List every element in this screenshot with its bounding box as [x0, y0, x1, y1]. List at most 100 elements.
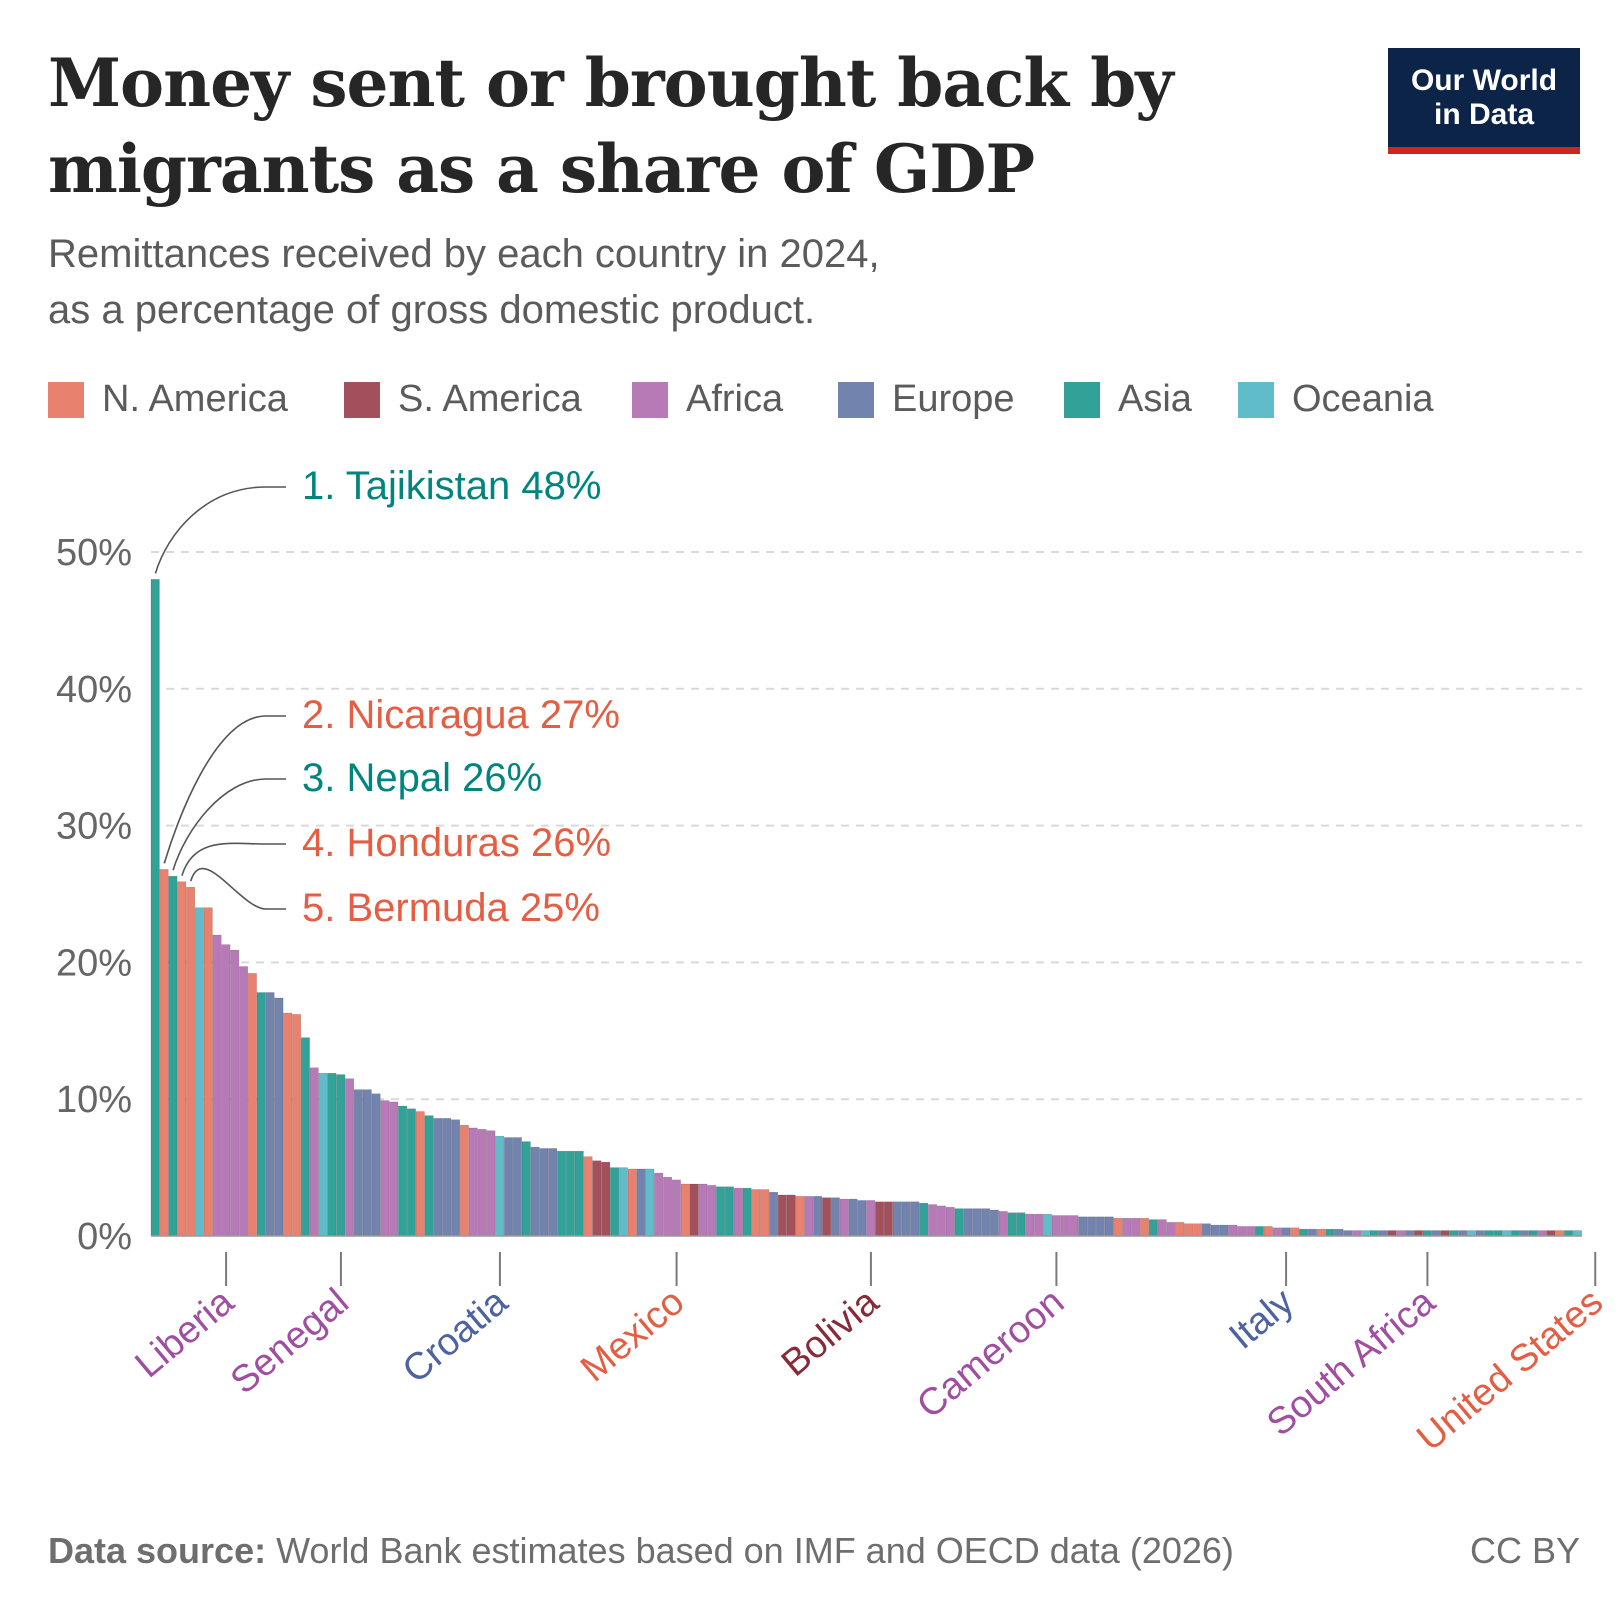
bar[interactable] [857, 1200, 867, 1237]
bar[interactable] [610, 1167, 620, 1237]
bar[interactable] [221, 944, 231, 1237]
license-link[interactable]: CC BY [1469, 1530, 1580, 1571]
bar[interactable] [512, 1137, 522, 1237]
bar[interactable] [1131, 1217, 1141, 1237]
bar[interactable] [1422, 1230, 1432, 1237]
bar[interactable] [398, 1105, 408, 1237]
bar[interactable] [583, 1156, 593, 1237]
bar[interactable] [433, 1118, 443, 1237]
bar[interactable] [345, 1078, 355, 1237]
bar[interactable] [760, 1189, 770, 1237]
bar[interactable] [1122, 1217, 1132, 1237]
bar[interactable] [1228, 1224, 1238, 1237]
bar[interactable] [1272, 1227, 1282, 1237]
bar[interactable] [194, 907, 204, 1237]
bar[interactable] [1555, 1230, 1565, 1237]
bar[interactable] [989, 1209, 999, 1237]
bar[interactable] [963, 1208, 973, 1237]
bar[interactable] [1263, 1226, 1273, 1237]
bar[interactable] [1219, 1224, 1229, 1237]
owid-logo[interactable]: Our World in Data [1388, 48, 1580, 154]
bar[interactable] [1449, 1230, 1459, 1237]
bar[interactable] [1546, 1230, 1556, 1237]
bar[interactable] [1572, 1230, 1582, 1237]
bar[interactable] [936, 1205, 946, 1237]
bar[interactable] [901, 1201, 911, 1237]
bar[interactable] [680, 1183, 690, 1237]
bar[interactable] [1060, 1215, 1070, 1237]
bar[interactable] [230, 949, 240, 1237]
bar[interactable] [530, 1146, 540, 1237]
bar[interactable] [1334, 1228, 1344, 1237]
bar[interactable] [698, 1183, 708, 1237]
bar[interactable] [247, 973, 257, 1237]
bar[interactable] [283, 1012, 293, 1237]
bar[interactable] [521, 1141, 531, 1237]
bar[interactable] [309, 1067, 319, 1237]
bar[interactable] [389, 1101, 399, 1237]
bar[interactable] [292, 1014, 302, 1237]
bar[interactable] [1201, 1223, 1211, 1237]
bar[interactable] [1113, 1217, 1123, 1237]
bar[interactable] [186, 886, 196, 1237]
bar[interactable] [645, 1168, 655, 1237]
bar[interactable] [1078, 1216, 1088, 1237]
bar[interactable] [1519, 1230, 1529, 1237]
bar[interactable] [1051, 1215, 1061, 1237]
bar[interactable] [1440, 1230, 1450, 1237]
bar[interactable] [1369, 1230, 1379, 1237]
bar[interactable] [928, 1204, 938, 1237]
bar[interactable] [618, 1167, 628, 1237]
bar[interactable] [239, 966, 249, 1237]
bar[interactable] [998, 1211, 1008, 1237]
bar[interactable] [601, 1161, 611, 1237]
bar[interactable] [830, 1197, 840, 1237]
bar[interactable] [671, 1179, 681, 1237]
bar[interactable] [336, 1074, 346, 1237]
bar[interactable] [751, 1189, 761, 1237]
bar[interactable] [1307, 1228, 1317, 1237]
bar[interactable] [654, 1172, 664, 1237]
bar[interactable] [663, 1176, 673, 1237]
bar[interactable] [1246, 1226, 1256, 1237]
bar[interactable] [848, 1198, 858, 1237]
bar[interactable] [265, 992, 275, 1237]
bar[interactable] [1157, 1219, 1167, 1237]
bar[interactable] [972, 1208, 982, 1237]
bar[interactable] [1184, 1223, 1194, 1237]
bar[interactable] [565, 1150, 575, 1237]
bar[interactable] [318, 1072, 328, 1237]
bar[interactable] [813, 1196, 823, 1237]
bar[interactable] [362, 1089, 372, 1237]
bar[interactable] [1387, 1230, 1397, 1237]
bar[interactable] [1325, 1228, 1335, 1237]
bar[interactable] [1281, 1227, 1291, 1237]
bar[interactable] [300, 1037, 310, 1237]
bar[interactable] [1316, 1228, 1326, 1237]
bar[interactable] [592, 1160, 602, 1237]
bar[interactable] [1360, 1230, 1370, 1237]
bar[interactable] [548, 1148, 558, 1237]
bar[interactable] [1352, 1230, 1362, 1237]
bar[interactable] [168, 875, 178, 1237]
bar[interactable] [786, 1194, 796, 1237]
bar[interactable] [380, 1100, 390, 1237]
bar[interactable] [795, 1196, 805, 1237]
bar[interactable] [1025, 1213, 1035, 1237]
bar[interactable] [1537, 1230, 1547, 1237]
bar[interactable] [1193, 1223, 1203, 1237]
bar[interactable] [742, 1187, 752, 1237]
bar[interactable] [1511, 1230, 1521, 1237]
bar[interactable] [1299, 1228, 1309, 1237]
bar[interactable] [274, 997, 284, 1237]
bar[interactable] [707, 1185, 717, 1237]
bar[interactable] [875, 1201, 885, 1237]
bar[interactable] [459, 1124, 469, 1237]
bar[interactable] [1034, 1213, 1044, 1237]
bar[interactable] [468, 1127, 478, 1237]
bar[interactable] [1493, 1230, 1503, 1237]
bar[interactable] [1104, 1216, 1114, 1237]
bar[interactable] [804, 1196, 814, 1237]
bar[interactable] [1343, 1230, 1353, 1237]
bar[interactable] [769, 1191, 779, 1237]
